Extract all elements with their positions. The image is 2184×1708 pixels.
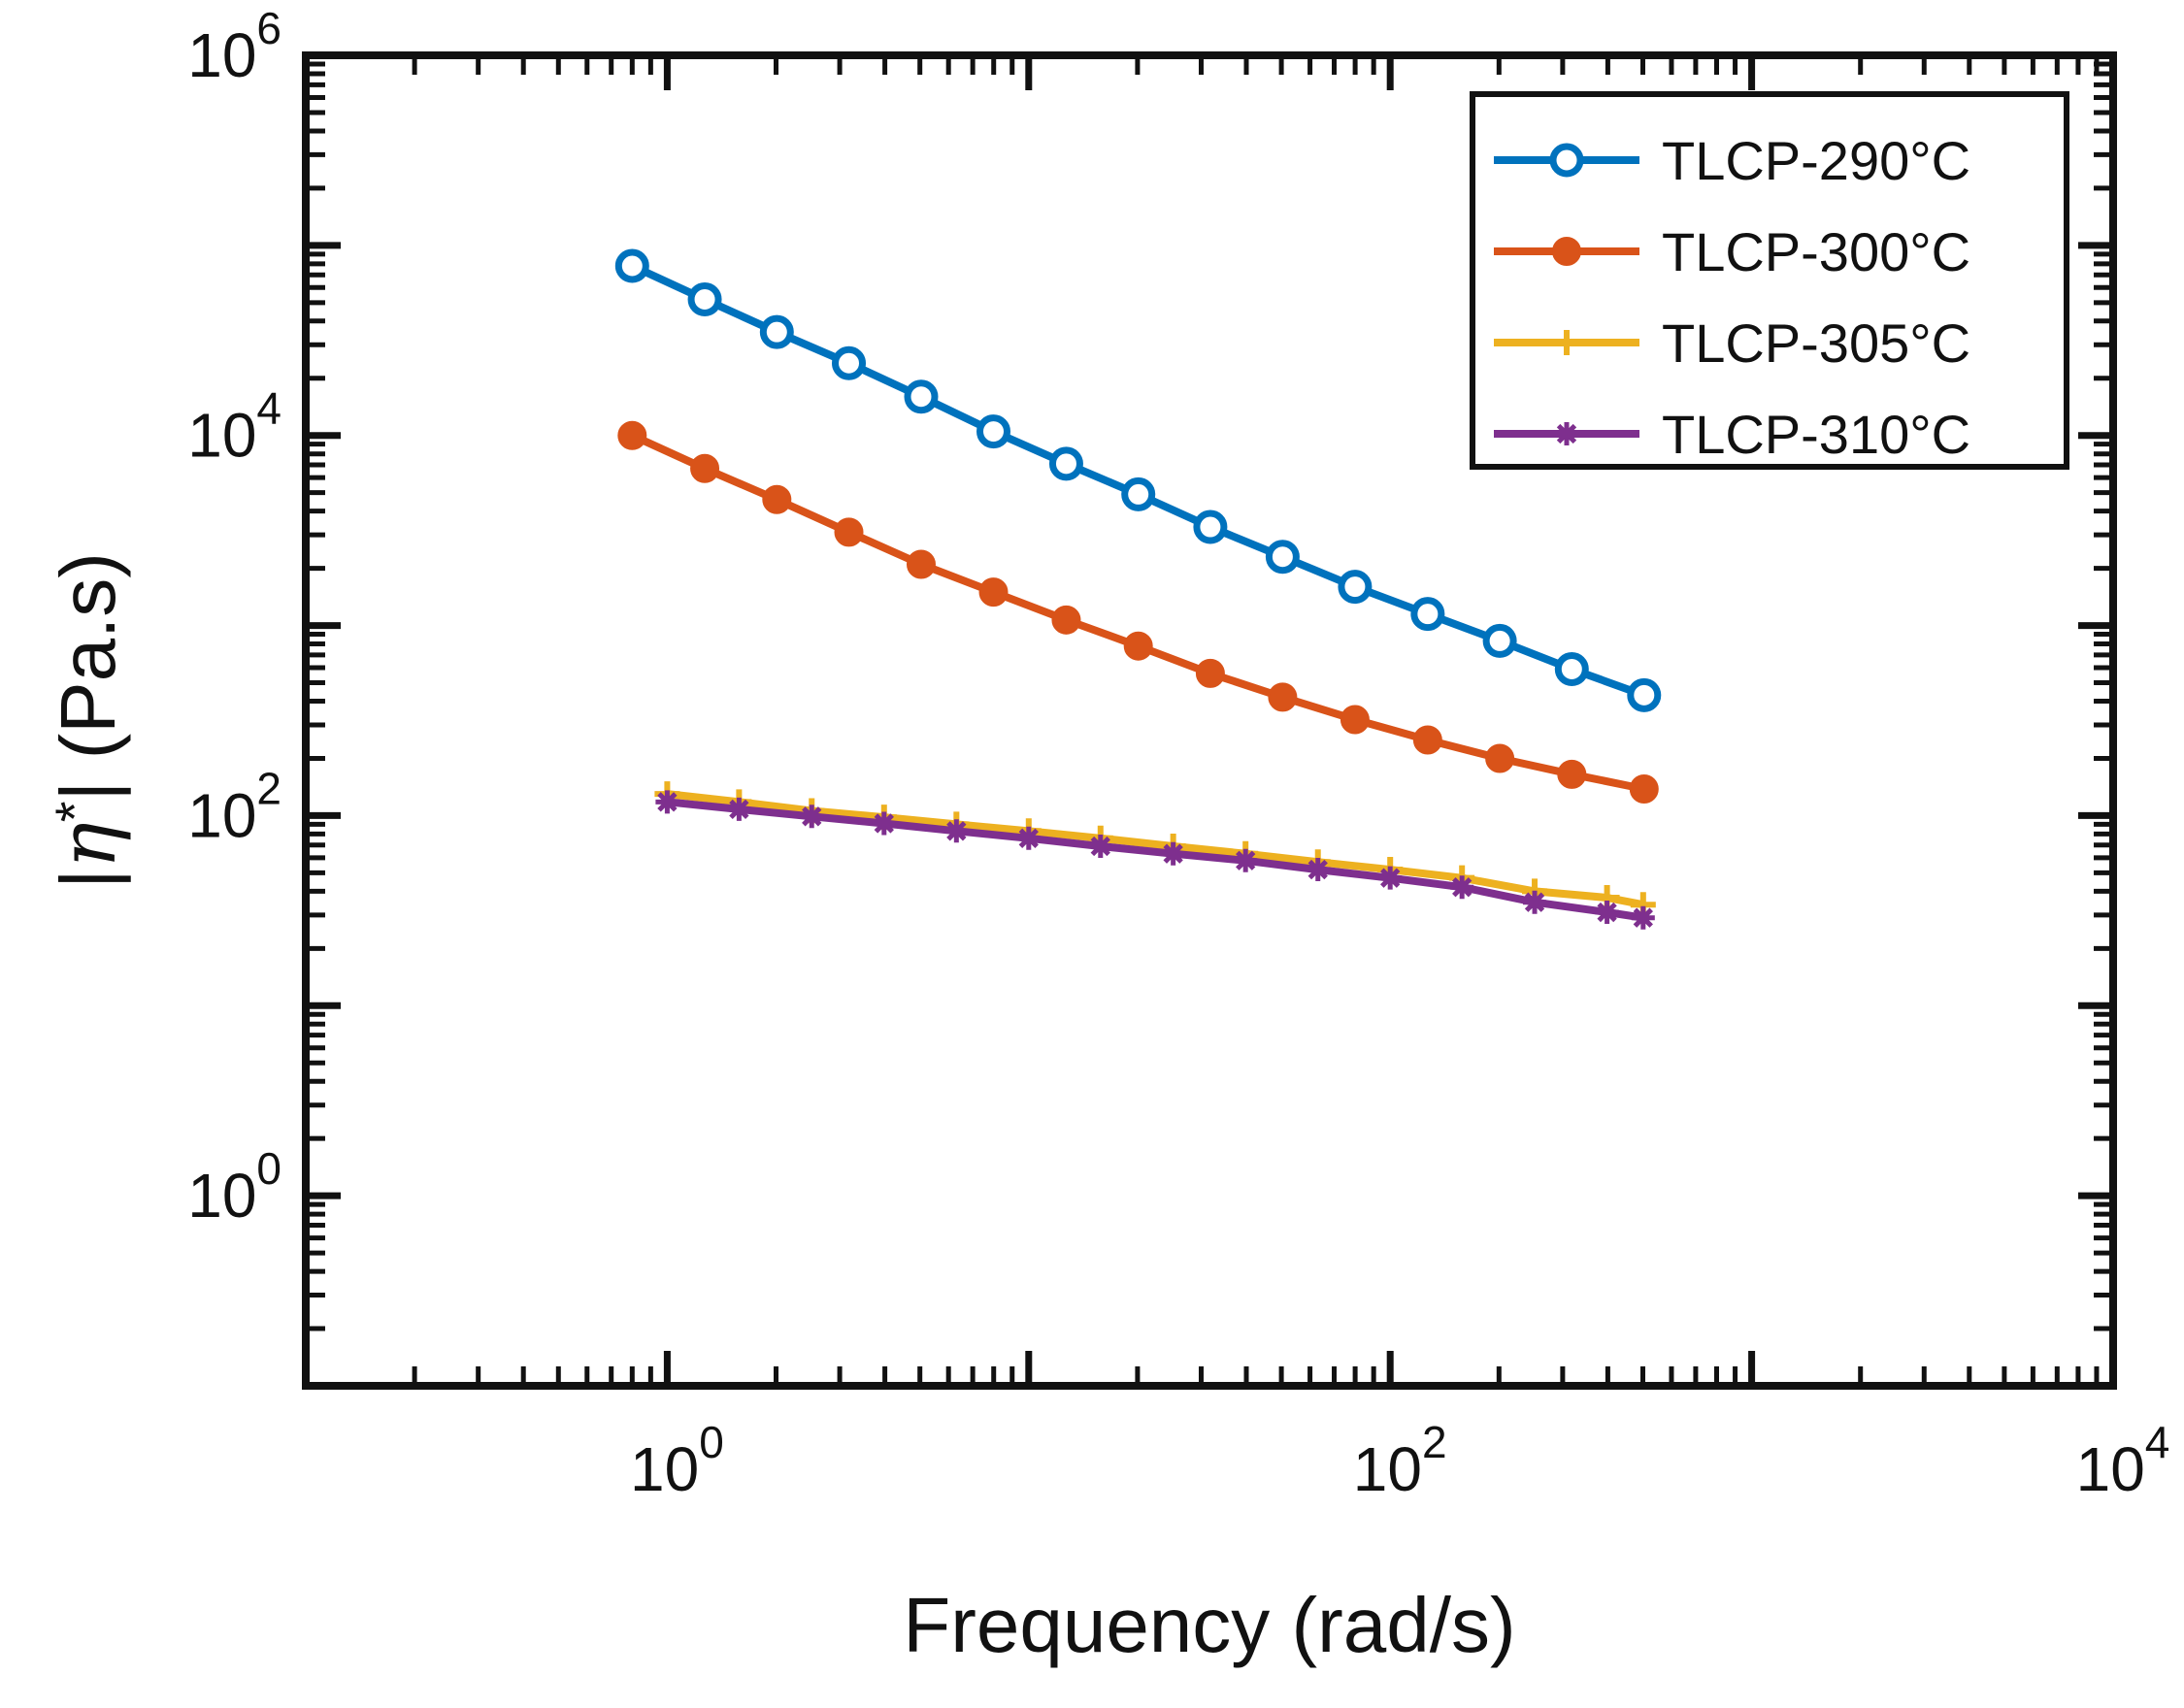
legend-entry: TLCP-290°C	[1494, 130, 1970, 191]
marker-filled-circle	[1412, 725, 1442, 755]
x-tick-label-base: 10	[2076, 1434, 2145, 1504]
y-title-abs-close: |	[45, 781, 131, 802]
marker-open-circle	[1265, 540, 1300, 575]
marker-asterisk	[727, 797, 751, 821]
x-tick-label: 100	[630, 1417, 724, 1504]
marker-asterisk	[1234, 848, 1258, 872]
series-4	[655, 790, 1655, 930]
marker-asterisk	[1088, 834, 1112, 858]
marker-open-circle	[1193, 509, 1228, 544]
marker-asterisk	[1631, 905, 1655, 930]
series-2	[617, 420, 1659, 805]
series-1	[614, 248, 1662, 712]
marker-asterisk	[872, 811, 896, 836]
marker-filled-circle	[690, 453, 720, 483]
x-tick-label-exponent: 0	[699, 1417, 724, 1467]
y-tick-label-base: 10	[187, 1161, 256, 1231]
marker-filled-circle	[906, 549, 936, 579]
legend-label: TLCP-290°C	[1662, 130, 1970, 191]
y-tick-label: 104	[187, 383, 281, 471]
plot-area-frame	[302, 51, 2117, 1390]
x-tick-label: 104	[2076, 1417, 2170, 1504]
marker-open-circle	[759, 314, 794, 349]
marker-asterisk	[1523, 890, 1547, 914]
y-title-star: *	[44, 801, 105, 822]
marker-filled-circle	[978, 577, 1009, 608]
legend-entry: TLCP-300°C	[1494, 221, 1970, 282]
marker-open-circle	[1627, 677, 1662, 712]
marker-asterisk	[1306, 858, 1330, 882]
legend-entry: TLCP-305°C	[1494, 312, 1970, 374]
marker-open-circle	[614, 248, 649, 283]
marker-open-circle	[1410, 597, 1445, 632]
x-tick-label-exponent: 4	[2145, 1417, 2170, 1467]
marker-filled-circle	[1629, 774, 1659, 805]
marker-filled-circle	[1195, 658, 1225, 688]
x-tick-label-exponent: 2	[1422, 1417, 1447, 1467]
plot-series	[614, 248, 1662, 930]
marker-filled-circle	[762, 484, 792, 514]
y-title-abs-open: |	[45, 869, 131, 889]
marker-open-circle	[1482, 623, 1517, 658]
marker-open-circle	[904, 379, 939, 414]
y-tick-label-base: 10	[187, 780, 256, 850]
marker-filled-circle	[834, 517, 864, 547]
marker-open-circle	[1549, 143, 1584, 178]
y-tick-label: 106	[187, 3, 281, 90]
y-tick-label: 100	[187, 1143, 281, 1231]
y-axis-title: |η*| (Pa.s)	[43, 552, 133, 889]
marker-filled-circle	[617, 420, 647, 450]
marker-filled-circle	[1051, 605, 1081, 635]
y-tick-label-base: 10	[187, 401, 256, 471]
y-title-symbol: η	[43, 822, 133, 869]
marker-filled-circle	[1485, 743, 1515, 773]
legend-label: TLCP-305°C	[1662, 312, 1970, 374]
legend-entry: TLCP-310°C	[1494, 404, 1970, 465]
marker-asterisk	[944, 819, 969, 843]
marker-open-circle	[976, 414, 1011, 449]
marker-plus	[1554, 330, 1579, 355]
x-axis-title: Frequency (rad/s)	[903, 1582, 1515, 1668]
marker-filled-circle	[1268, 682, 1298, 712]
x-tick-label-base: 10	[1353, 1434, 1422, 1504]
marker-filled-circle	[1552, 237, 1581, 266]
marker-asterisk	[1161, 841, 1185, 866]
marker-asterisk	[1555, 422, 1578, 445]
marker-filled-circle	[1557, 759, 1587, 789]
y-tick-label-base: 10	[187, 20, 256, 90]
marker-filled-circle	[1123, 631, 1153, 661]
marker-asterisk	[800, 805, 824, 829]
marker-filled-circle	[1340, 705, 1370, 735]
marker-open-circle	[687, 281, 722, 316]
marker-asterisk	[1450, 875, 1474, 900]
y-tick-label-exponent: 6	[256, 3, 281, 53]
y-tick-label: 102	[187, 763, 281, 850]
marker-open-circle	[1048, 446, 1083, 481]
x-tick-label-base: 10	[630, 1434, 699, 1504]
legend: TLCP-290°C TLCP-300°C TLCP-305°C TLCP-310°C	[1470, 91, 2069, 470]
y-title-unit: (Pa.s)	[45, 552, 131, 781]
marker-open-circle	[832, 345, 867, 380]
marker-open-circle	[1338, 570, 1373, 605]
y-tick-label-exponent: 4	[256, 383, 281, 434]
marker-open-circle	[1121, 476, 1156, 511]
marker-asterisk	[1378, 866, 1403, 890]
marker-asterisk	[1016, 826, 1041, 850]
marker-asterisk	[655, 790, 679, 814]
y-tick-label-exponent: 2	[256, 763, 281, 813]
legend-label: TLCP-310°C	[1662, 404, 1970, 465]
marker-open-circle	[1554, 651, 1589, 686]
x-tick-label: 102	[1353, 1417, 1447, 1504]
y-tick-label-exponent: 0	[256, 1143, 281, 1194]
marker-asterisk	[1595, 901, 1619, 925]
legend-label: TLCP-300°C	[1662, 221, 1970, 282]
